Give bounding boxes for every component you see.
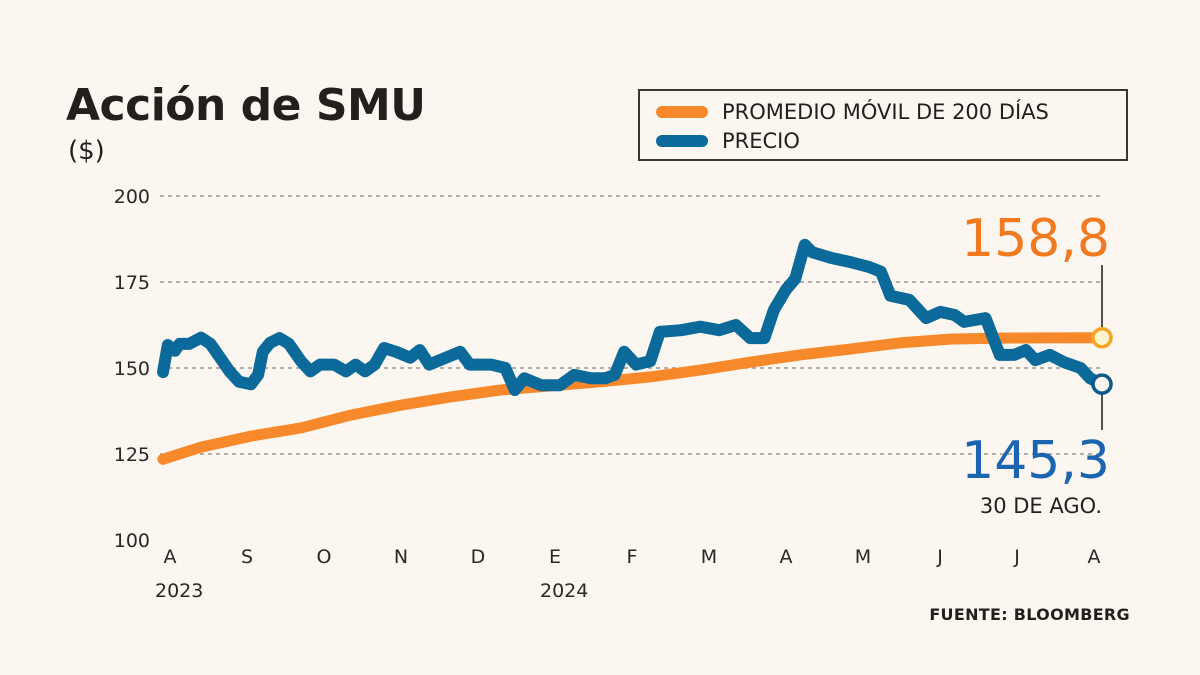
- x-tick-label: N: [394, 546, 408, 568]
- moving-average-end-marker: [1091, 326, 1113, 349]
- legend-item-moving-average: PROMEDIO MÓVIL DE 200 DÍAS: [656, 100, 1049, 124]
- y-tick-label: 125: [114, 444, 150, 466]
- x-tick-label: A: [780, 546, 793, 568]
- x-tick-label: A: [164, 546, 177, 568]
- price-last-date: 30 DE AGO.: [980, 494, 1102, 518]
- x-tick-label: M: [701, 546, 717, 568]
- y-tick-label: 100: [114, 530, 150, 552]
- x-tick-label: A: [1088, 546, 1101, 568]
- price-last-value: 145,3: [961, 431, 1110, 491]
- x-year-label: 2024: [540, 580, 588, 602]
- legend-swatch-blue: [656, 135, 708, 147]
- y-tick-label: 200: [114, 186, 150, 208]
- legend: PROMEDIO MÓVIL DE 200 DÍAS PRECIO: [638, 89, 1128, 161]
- x-tick-label: D: [471, 546, 486, 568]
- price-line: [157, 238, 1108, 396]
- chart-title: Acción de SMU: [66, 80, 426, 131]
- moving-average-last-value: 158,8: [961, 209, 1110, 269]
- source-note: FUENTE: BLOOMBERG: [929, 605, 1130, 624]
- price-end-marker: [1091, 373, 1113, 395]
- x-tick-label: F: [627, 546, 638, 568]
- legend-item-price: PRECIO: [656, 129, 800, 153]
- x-tick-label: J: [936, 546, 943, 568]
- legend-label: PROMEDIO MÓVIL DE 200 DÍAS: [722, 100, 1049, 124]
- x-tick-label: O: [317, 546, 332, 568]
- y-axis-unit: ($): [68, 136, 105, 166]
- x-year-label: 2023: [155, 580, 203, 602]
- legend-swatch-orange: [656, 106, 708, 118]
- x-tick-label: S: [241, 546, 253, 568]
- legend-label: PRECIO: [722, 129, 800, 153]
- x-tick-label: M: [855, 546, 871, 568]
- x-tick-label: J: [1013, 546, 1020, 568]
- y-tick-label: 175: [114, 272, 150, 294]
- x-tick-label: E: [549, 546, 561, 568]
- y-tick-label: 150: [114, 358, 150, 380]
